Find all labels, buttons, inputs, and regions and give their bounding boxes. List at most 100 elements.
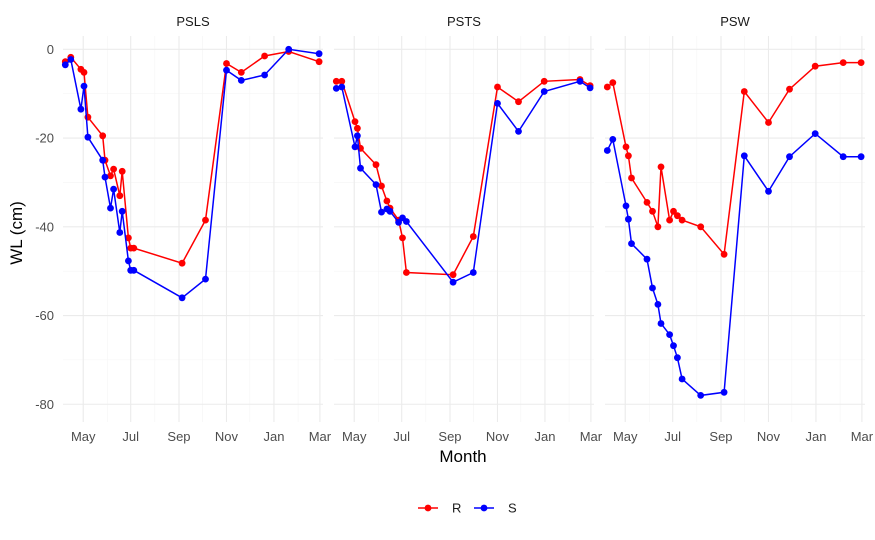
data-point-s xyxy=(354,132,361,140)
x-tick-label: Mar xyxy=(309,429,332,444)
data-point-r xyxy=(670,207,677,215)
series-line-r xyxy=(336,78,591,276)
data-point-r xyxy=(628,174,635,182)
x-tick-label: Nov xyxy=(215,429,239,444)
data-point-r xyxy=(354,124,361,132)
data-point-s xyxy=(515,127,522,135)
x-tick-label: Nov xyxy=(486,429,510,444)
data-point-s xyxy=(654,301,662,308)
data-point-r xyxy=(469,233,477,240)
data-point-r xyxy=(383,197,391,205)
y-tick-label: -40 xyxy=(35,219,54,234)
data-point-r xyxy=(378,182,385,190)
data-point-s xyxy=(107,204,114,212)
data-point-s xyxy=(395,218,402,226)
data-point-r xyxy=(403,269,410,276)
data-point-s xyxy=(586,84,594,92)
x-tick-label: May xyxy=(71,429,96,444)
data-point-s xyxy=(622,202,630,210)
data-point-s xyxy=(765,187,772,195)
data-point-r xyxy=(107,172,114,180)
data-point-r xyxy=(130,244,138,252)
data-point-r xyxy=(720,250,728,258)
data-point-r xyxy=(110,165,117,173)
data-point-r xyxy=(654,223,662,231)
x-tick-label: Jul xyxy=(122,429,139,444)
data-point-s xyxy=(178,294,186,302)
panel-psls: PSLS May Jul Sep Nov Jan Mar xyxy=(61,14,332,444)
facet-panels: 0 -20 -40 -60 -80 PSLS May Jul Sep Nov Jan Mar PSTS M… xyxy=(35,14,874,444)
data-point-s xyxy=(124,257,132,265)
x-tick-label: Jul xyxy=(664,429,681,444)
x-tick-label: Mar xyxy=(580,429,603,444)
data-point-s xyxy=(101,173,109,181)
data-point-s xyxy=(494,100,501,107)
data-point-s xyxy=(720,388,728,396)
data-point-r xyxy=(540,77,548,85)
data-point-s xyxy=(351,143,359,151)
data-point-r xyxy=(372,161,380,169)
data-point-r xyxy=(116,192,124,200)
data-point-r xyxy=(261,52,268,60)
x-tick-label: Sep xyxy=(438,429,461,444)
data-point-s xyxy=(386,207,394,215)
data-point-s xyxy=(357,164,364,172)
data-point-r xyxy=(315,58,323,66)
data-point-s xyxy=(372,181,380,189)
data-point-s xyxy=(110,185,117,193)
data-point-s xyxy=(61,61,69,69)
data-point-r xyxy=(857,59,865,66)
x-tick-label: Jan xyxy=(534,429,555,444)
data-point-s xyxy=(130,266,138,274)
data-point-r xyxy=(399,234,406,242)
data-point-s xyxy=(839,153,847,161)
data-point-r xyxy=(622,143,630,151)
data-point-r xyxy=(237,69,245,76)
data-point-r xyxy=(643,199,651,206)
data-point-s xyxy=(609,136,617,143)
data-point-r xyxy=(740,88,748,95)
x-tick-label: Sep xyxy=(709,429,732,444)
data-point-r xyxy=(80,69,88,76)
x-tick-label: Nov xyxy=(757,429,781,444)
data-point-r xyxy=(603,83,611,91)
data-point-r xyxy=(839,59,847,66)
data-point-s xyxy=(643,255,651,263)
data-point-s xyxy=(99,156,107,164)
data-point-s xyxy=(786,153,793,161)
data-point-s xyxy=(811,130,819,138)
data-point-s xyxy=(332,85,340,92)
panel-title: PSLS xyxy=(176,14,210,29)
data-point-s xyxy=(116,229,124,236)
data-point-s xyxy=(338,83,346,91)
series-line-s xyxy=(64,48,320,299)
data-point-s xyxy=(285,45,293,53)
data-point-r xyxy=(649,207,656,215)
data-point-s xyxy=(697,392,705,399)
legend-key-point xyxy=(480,504,488,512)
data-point-s xyxy=(118,207,126,215)
data-point-r xyxy=(494,83,501,91)
data-point-r xyxy=(697,223,705,231)
data-point-r xyxy=(332,77,340,85)
legend-key-point xyxy=(424,504,432,512)
y-tick-label: -20 xyxy=(35,131,54,146)
data-point-s xyxy=(603,147,611,154)
y-tick-label: -80 xyxy=(35,397,54,412)
data-point-s xyxy=(625,215,632,223)
x-tick-label: Mar xyxy=(851,429,874,444)
data-point-s xyxy=(80,82,88,90)
x-tick-label: May xyxy=(613,429,638,444)
data-point-s xyxy=(403,218,410,225)
data-point-s xyxy=(77,105,85,113)
data-point-r xyxy=(674,212,681,220)
data-point-r xyxy=(786,85,793,93)
data-point-s xyxy=(628,240,635,248)
data-point-s xyxy=(740,152,748,160)
series-line-r xyxy=(606,61,862,257)
data-point-r xyxy=(223,60,230,67)
data-point-s xyxy=(670,342,677,350)
data-point-r xyxy=(178,259,186,267)
